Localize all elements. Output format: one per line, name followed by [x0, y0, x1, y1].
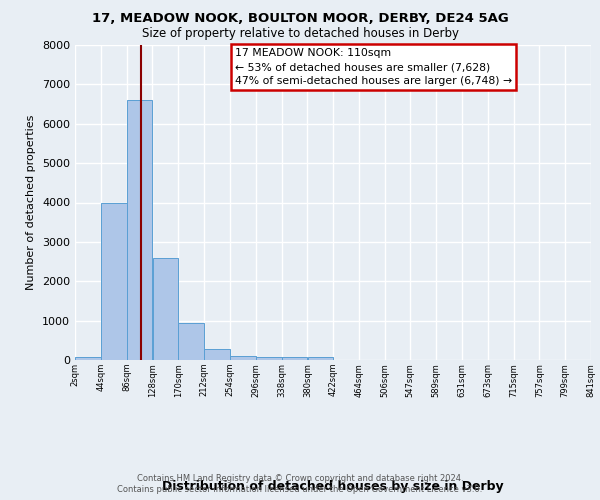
Bar [101, 202, 127, 360]
Text: Distribution of detached houses by size in Derby: Distribution of detached houses by size … [162, 480, 504, 492]
Text: 17 MEADOW NOOK: 110sqm
← 53% of detached houses are smaller (7,628)
47% of semi-: 17 MEADOW NOOK: 110sqm ← 53% of detached… [235, 48, 512, 86]
Bar [204, 349, 230, 360]
Bar [230, 356, 256, 360]
Bar [282, 358, 307, 360]
Text: 17, MEADOW NOOK, BOULTON MOOR, DERBY, DE24 5AG: 17, MEADOW NOOK, BOULTON MOOR, DERBY, DE… [92, 12, 508, 26]
Text: Contains HM Land Registry data © Crown copyright and database right 2024.
Contai: Contains HM Land Registry data © Crown c… [118, 474, 482, 494]
Bar [308, 357, 333, 360]
Bar [75, 357, 101, 360]
Bar [127, 100, 152, 360]
Text: Size of property relative to detached houses in Derby: Size of property relative to detached ho… [142, 28, 458, 40]
Bar [256, 357, 281, 360]
Bar [178, 322, 204, 360]
Y-axis label: Number of detached properties: Number of detached properties [26, 115, 37, 290]
Bar [152, 258, 178, 360]
